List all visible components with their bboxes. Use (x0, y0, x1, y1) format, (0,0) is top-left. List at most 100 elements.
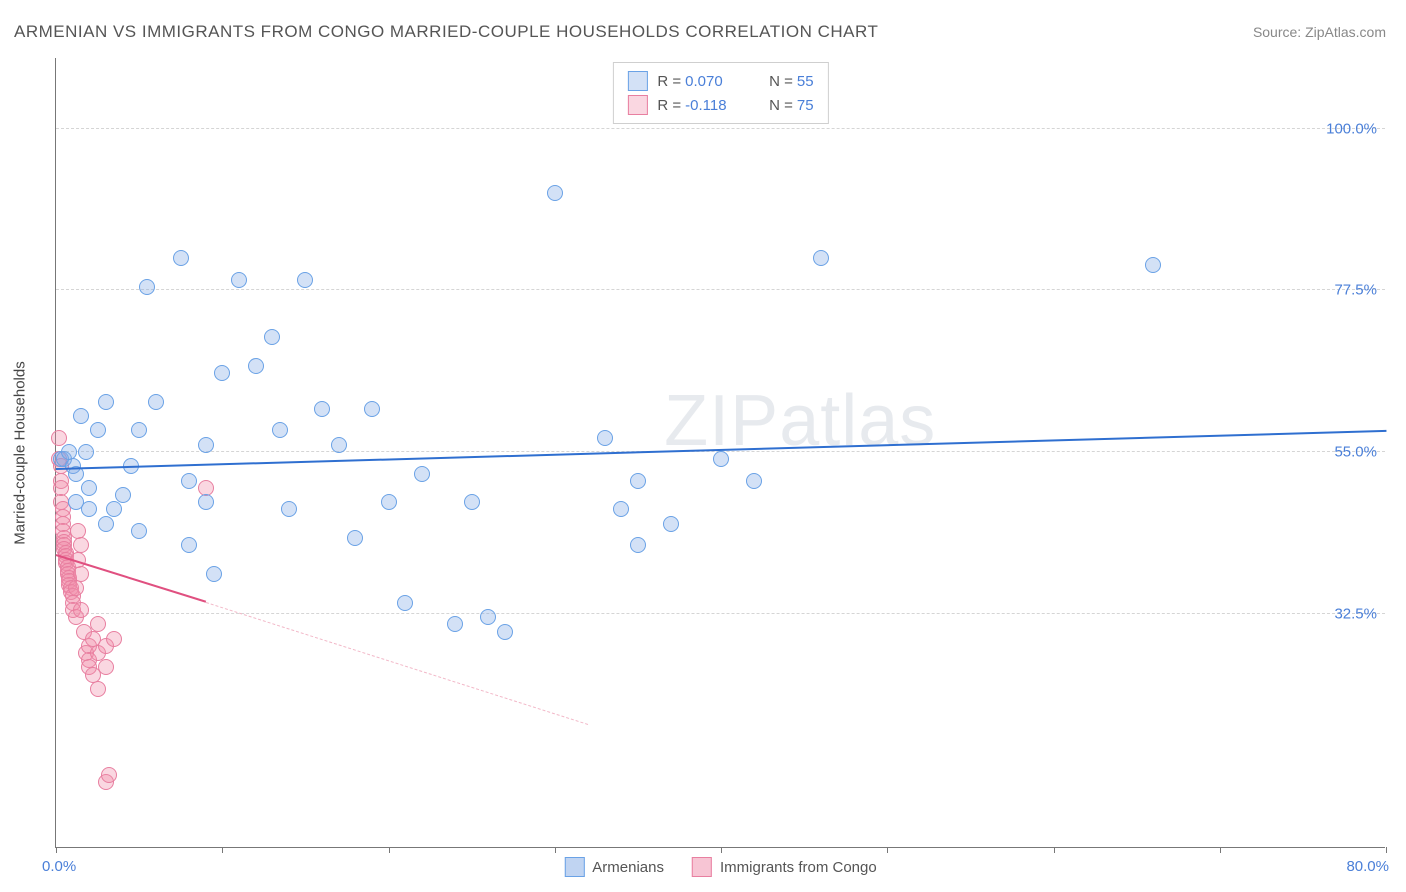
data-point (81, 480, 97, 496)
data-point (214, 365, 230, 381)
data-point (131, 422, 147, 438)
data-point (73, 602, 89, 618)
data-point (101, 767, 117, 783)
legend-item: Immigrants from Congo (692, 857, 877, 877)
data-point (248, 358, 264, 374)
x-tick (1220, 847, 1221, 853)
y-tick-label: 77.5% (1334, 282, 1377, 299)
data-point (397, 595, 413, 611)
legend-swatch-armenians (627, 71, 647, 91)
data-point (713, 451, 729, 467)
data-point (206, 566, 222, 582)
series-legend: Armenians Immigrants from Congo (564, 857, 876, 877)
gridline (56, 128, 1385, 129)
legend-swatch-congo (627, 95, 647, 115)
data-point (198, 494, 214, 510)
data-point (148, 394, 164, 410)
data-point (364, 401, 380, 417)
n-label: N = (769, 97, 793, 114)
data-point (264, 329, 280, 345)
data-point (813, 250, 829, 266)
data-point (1145, 257, 1161, 273)
data-point (139, 279, 155, 295)
y-tick-label: 55.0% (1334, 444, 1377, 461)
watermark-light: atlas (779, 381, 936, 461)
data-point (98, 394, 114, 410)
data-point (630, 537, 646, 553)
legend-swatch (692, 857, 712, 877)
y-axis-title: Married-couple Households (12, 361, 29, 544)
data-point (73, 537, 89, 553)
data-point (70, 523, 86, 539)
legend-label: Armenians (592, 859, 664, 876)
data-point (73, 566, 89, 582)
data-point (613, 501, 629, 517)
data-point (181, 537, 197, 553)
gridline (56, 613, 1385, 614)
data-point (447, 616, 463, 632)
x-tick (222, 847, 223, 853)
data-point (547, 185, 563, 201)
n-label: N = (769, 73, 793, 90)
data-point (381, 494, 397, 510)
x-axis-max-label: 80.0% (1346, 858, 1389, 875)
source-attribution: Source: ZipAtlas.com (1253, 24, 1386, 40)
data-point (90, 422, 106, 438)
data-point (597, 430, 613, 446)
data-point (106, 501, 122, 517)
data-point (51, 430, 67, 446)
data-point (98, 659, 114, 675)
data-point (746, 473, 762, 489)
data-point (90, 681, 106, 697)
legend-swatch (564, 857, 584, 877)
x-tick (1386, 847, 1387, 853)
plot-area: Married-couple Households ZIPatlas R =0.… (55, 58, 1385, 848)
data-point (464, 494, 480, 510)
legend-item: Armenians (564, 857, 664, 877)
data-point (68, 580, 84, 596)
data-point (272, 422, 288, 438)
data-point (331, 437, 347, 453)
data-point (173, 250, 189, 266)
gridline (56, 289, 1385, 290)
legend-label: Immigrants from Congo (720, 859, 877, 876)
data-point (90, 616, 106, 632)
y-tick-label: 32.5% (1334, 605, 1377, 622)
data-point (81, 501, 97, 517)
x-axis-min-label: 0.0% (42, 858, 76, 875)
data-point (231, 272, 247, 288)
x-tick (56, 847, 57, 853)
data-point (497, 624, 513, 640)
data-point (281, 501, 297, 517)
data-point (115, 487, 131, 503)
data-point (297, 272, 313, 288)
data-point (78, 444, 94, 460)
correlation-legend: R =0.070 N =55 R =-0.118 N =75 (612, 62, 828, 124)
x-tick (389, 847, 390, 853)
r-value-armenians: 0.070 (685, 73, 745, 90)
n-value-congo: 75 (797, 97, 814, 114)
r-label: R = (657, 73, 681, 90)
data-point (314, 401, 330, 417)
chart-container: ARMENIAN VS IMMIGRANTS FROM CONGO MARRIE… (0, 0, 1406, 892)
trend-line (205, 602, 588, 725)
data-point (181, 473, 197, 489)
data-point (61, 444, 77, 460)
data-point (98, 516, 114, 532)
data-point (480, 609, 496, 625)
n-value-armenians: 55 (797, 73, 814, 90)
data-point (106, 631, 122, 647)
y-tick-label: 100.0% (1326, 120, 1377, 137)
data-point (131, 523, 147, 539)
data-point (73, 408, 89, 424)
r-value-congo: -0.118 (685, 97, 745, 114)
data-point (347, 530, 363, 546)
x-tick (1054, 847, 1055, 853)
r-label: R = (657, 97, 681, 114)
correlation-legend-row: R =0.070 N =55 (627, 69, 813, 93)
data-point (414, 466, 430, 482)
x-tick (721, 847, 722, 853)
x-tick (555, 847, 556, 853)
data-point (630, 473, 646, 489)
x-tick (887, 847, 888, 853)
